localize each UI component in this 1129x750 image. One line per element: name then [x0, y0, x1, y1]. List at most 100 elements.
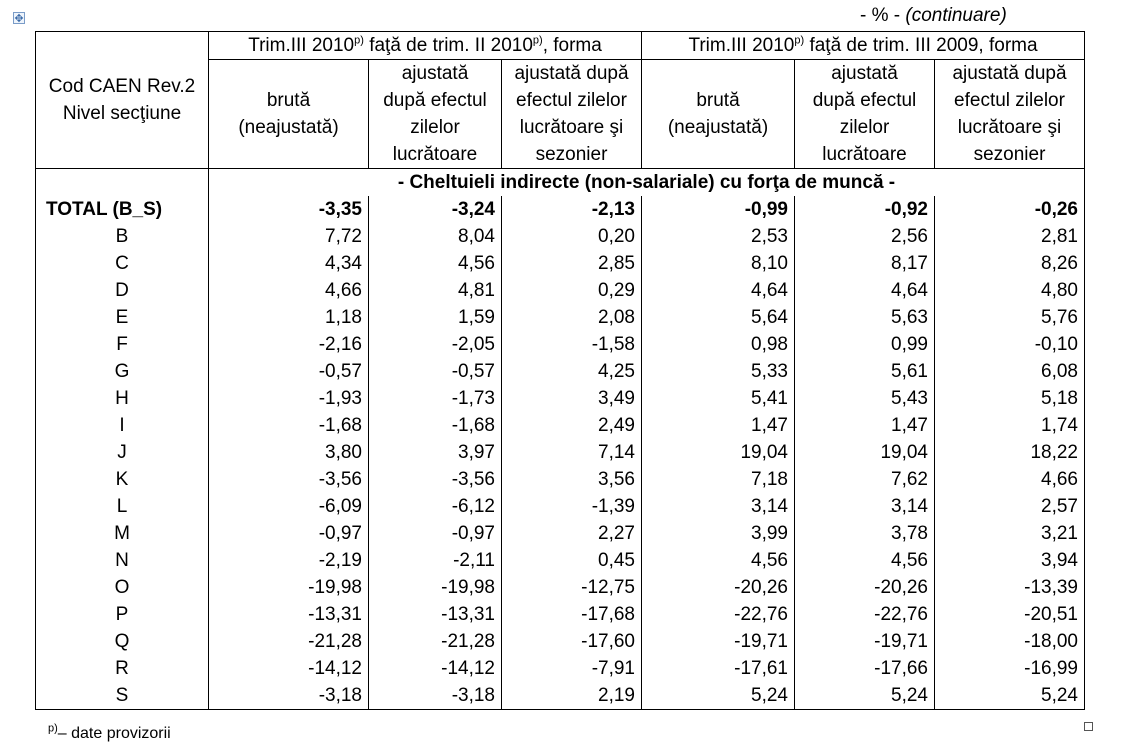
row-value: 2,19 [501, 682, 642, 710]
row-value: -2,16 [208, 331, 369, 358]
row-code: M [35, 520, 209, 547]
column-header-line: sezonier [973, 144, 1046, 165]
row-value: -21,28 [208, 628, 369, 655]
row-value: -0,97 [368, 520, 502, 547]
unit-note: - % - (continuare) [860, 5, 1007, 27]
row-value: -2,19 [208, 547, 369, 574]
row-value: 3,14 [794, 493, 935, 520]
row-value: -0,99 [641, 196, 795, 223]
row-code: J [35, 439, 209, 466]
row-value: -1,73 [368, 385, 502, 412]
column-header-line: (neajustată) [667, 117, 769, 138]
row-value: -17,61 [641, 655, 795, 682]
row-value: -22,76 [794, 601, 935, 628]
table-row: N -2,19 -2,11 0,45 4,56 4,56 3,94 [35, 547, 1085, 574]
row-value: 2,53 [641, 223, 795, 250]
row-code: C [35, 250, 209, 277]
row-value: 8,10 [641, 250, 795, 277]
row-value: -0,57 [368, 358, 502, 385]
row-value: 1,74 [934, 412, 1085, 439]
row-value: -13,39 [934, 574, 1085, 601]
column-header-5: ajustată după efectul zilelor lucrătoare [794, 59, 935, 169]
row-value: 4,66 [934, 466, 1085, 493]
row-value: 1,47 [641, 412, 795, 439]
row-code: H [35, 385, 209, 412]
row-value: -7,91 [501, 655, 642, 682]
column-header-line: după efectul [383, 90, 487, 111]
table-row: Q -21,28 -21,28 -17,60 -19,71 -19,71 -18,00 [35, 628, 1085, 655]
table-row: E 1,18 1,59 2,08 5,64 5,63 5,76 [35, 304, 1085, 331]
footnote-sup: p) [48, 722, 58, 735]
code-column-header: Cod CAEN Rev.2 Nivel secţiune [35, 31, 209, 169]
row-value: 5,76 [934, 304, 1085, 331]
group2-text-1: Trim.III 2010 [688, 35, 795, 56]
row-value: -3,56 [368, 466, 502, 493]
column-header-line: lucrătoare [392, 144, 478, 165]
column-header-line: brută [696, 90, 740, 111]
table-row: D 4,66 4,81 0,29 4,64 4,64 4,80 [35, 277, 1085, 304]
column-header-line: efectul zilelor [954, 90, 1065, 111]
row-value: -17,60 [501, 628, 642, 655]
row-value: 4,64 [641, 277, 795, 304]
row-value: -6,12 [368, 493, 502, 520]
row-value: -14,12 [208, 655, 369, 682]
row-value: 2,08 [501, 304, 642, 331]
column-header-4: brută (neajustată) [641, 59, 795, 169]
row-value: -3,35 [208, 196, 369, 223]
row-value: -16,99 [934, 655, 1085, 682]
table-move-handle-icon[interactable]: ✥ [13, 12, 25, 25]
row-code: R [35, 655, 209, 682]
row-value: 3,21 [934, 520, 1085, 547]
column-header-line: după efectul [812, 90, 917, 111]
column-header-line: lucrătoare şi [519, 117, 624, 138]
row-value: 5,61 [794, 358, 935, 385]
row-value: 2,27 [501, 520, 642, 547]
row-value: 1,47 [794, 412, 935, 439]
footnote: p)– date provizorii [48, 722, 171, 743]
unit-label: - % - [860, 5, 906, 26]
row-value: -1,68 [208, 412, 369, 439]
row-value: 4,34 [208, 250, 369, 277]
row-value: 3,49 [501, 385, 642, 412]
section-spacer [35, 168, 209, 196]
row-code: K [35, 466, 209, 493]
row-value: -17,66 [794, 655, 935, 682]
row-value: 0,20 [501, 223, 642, 250]
column-header-line: sezonier [535, 144, 608, 165]
row-value: 5,43 [794, 385, 935, 412]
row-value: 0,29 [501, 277, 642, 304]
column-header-line: ajustată [831, 63, 898, 84]
row-value: 8,26 [934, 250, 1085, 277]
table-resize-handle[interactable] [1084, 722, 1093, 731]
row-value: 5,24 [794, 682, 935, 710]
row-value: -21,28 [368, 628, 502, 655]
column-header-2: ajustată după efectul zilelor lucrătoare [368, 59, 502, 169]
row-value: -19,98 [208, 574, 369, 601]
table-row: I -1,68 -1,68 2,49 1,47 1,47 1,74 [35, 412, 1085, 439]
row-value: 4,56 [641, 547, 795, 574]
row-code: E [35, 304, 209, 331]
row-value: 6,08 [934, 358, 1085, 385]
row-value: -0,92 [794, 196, 935, 223]
row-value: 0,99 [794, 331, 935, 358]
column-header-line: zilelor [839, 117, 890, 138]
row-value: 4,81 [368, 277, 502, 304]
row-value: 4,25 [501, 358, 642, 385]
row-value: 5,24 [641, 682, 795, 710]
row-value: -14,12 [368, 655, 502, 682]
row-value: 3,80 [208, 439, 369, 466]
row-value: -12,75 [501, 574, 642, 601]
row-code: B [35, 223, 209, 250]
row-value: -1,58 [501, 331, 642, 358]
row-value: -0,26 [934, 196, 1085, 223]
row-value: -13,31 [368, 601, 502, 628]
row-code: P [35, 601, 209, 628]
row-value: 8,04 [368, 223, 502, 250]
row-value: -3,24 [368, 196, 502, 223]
row-value: -2,13 [501, 196, 642, 223]
table-row: K -3,56 -3,56 3,56 7,18 7,62 4,66 [35, 466, 1085, 493]
row-value: 7,72 [208, 223, 369, 250]
row-value: 3,56 [501, 466, 642, 493]
row-value: 2,57 [934, 493, 1085, 520]
table-row: R -14,12 -14,12 -7,91 -17,61 -17,66 -16,99 [35, 655, 1085, 682]
